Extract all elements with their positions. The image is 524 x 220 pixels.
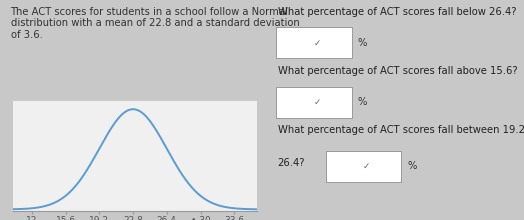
- FancyBboxPatch shape: [276, 28, 352, 58]
- Text: What percentage of ACT scores fall above 15.6?: What percentage of ACT scores fall above…: [278, 66, 517, 76]
- Text: What percentage of ACT scores fall below 26.4?: What percentage of ACT scores fall below…: [278, 7, 516, 16]
- FancyBboxPatch shape: [276, 87, 352, 118]
- Text: %: %: [407, 161, 417, 171]
- Text: ✓: ✓: [314, 38, 321, 47]
- Text: %: %: [358, 97, 367, 107]
- Text: The ACT scores for students in a school follow a Normal
distribution with a mean: The ACT scores for students in a school …: [10, 7, 299, 40]
- Text: %: %: [358, 38, 367, 48]
- Text: What percentage of ACT scores fall between 19.2 and: What percentage of ACT scores fall betwe…: [278, 125, 524, 135]
- Text: ✓: ✓: [314, 98, 321, 107]
- Text: ✓: ✓: [363, 162, 370, 170]
- FancyBboxPatch shape: [325, 151, 401, 182]
- Text: 26.4?: 26.4?: [278, 158, 305, 168]
